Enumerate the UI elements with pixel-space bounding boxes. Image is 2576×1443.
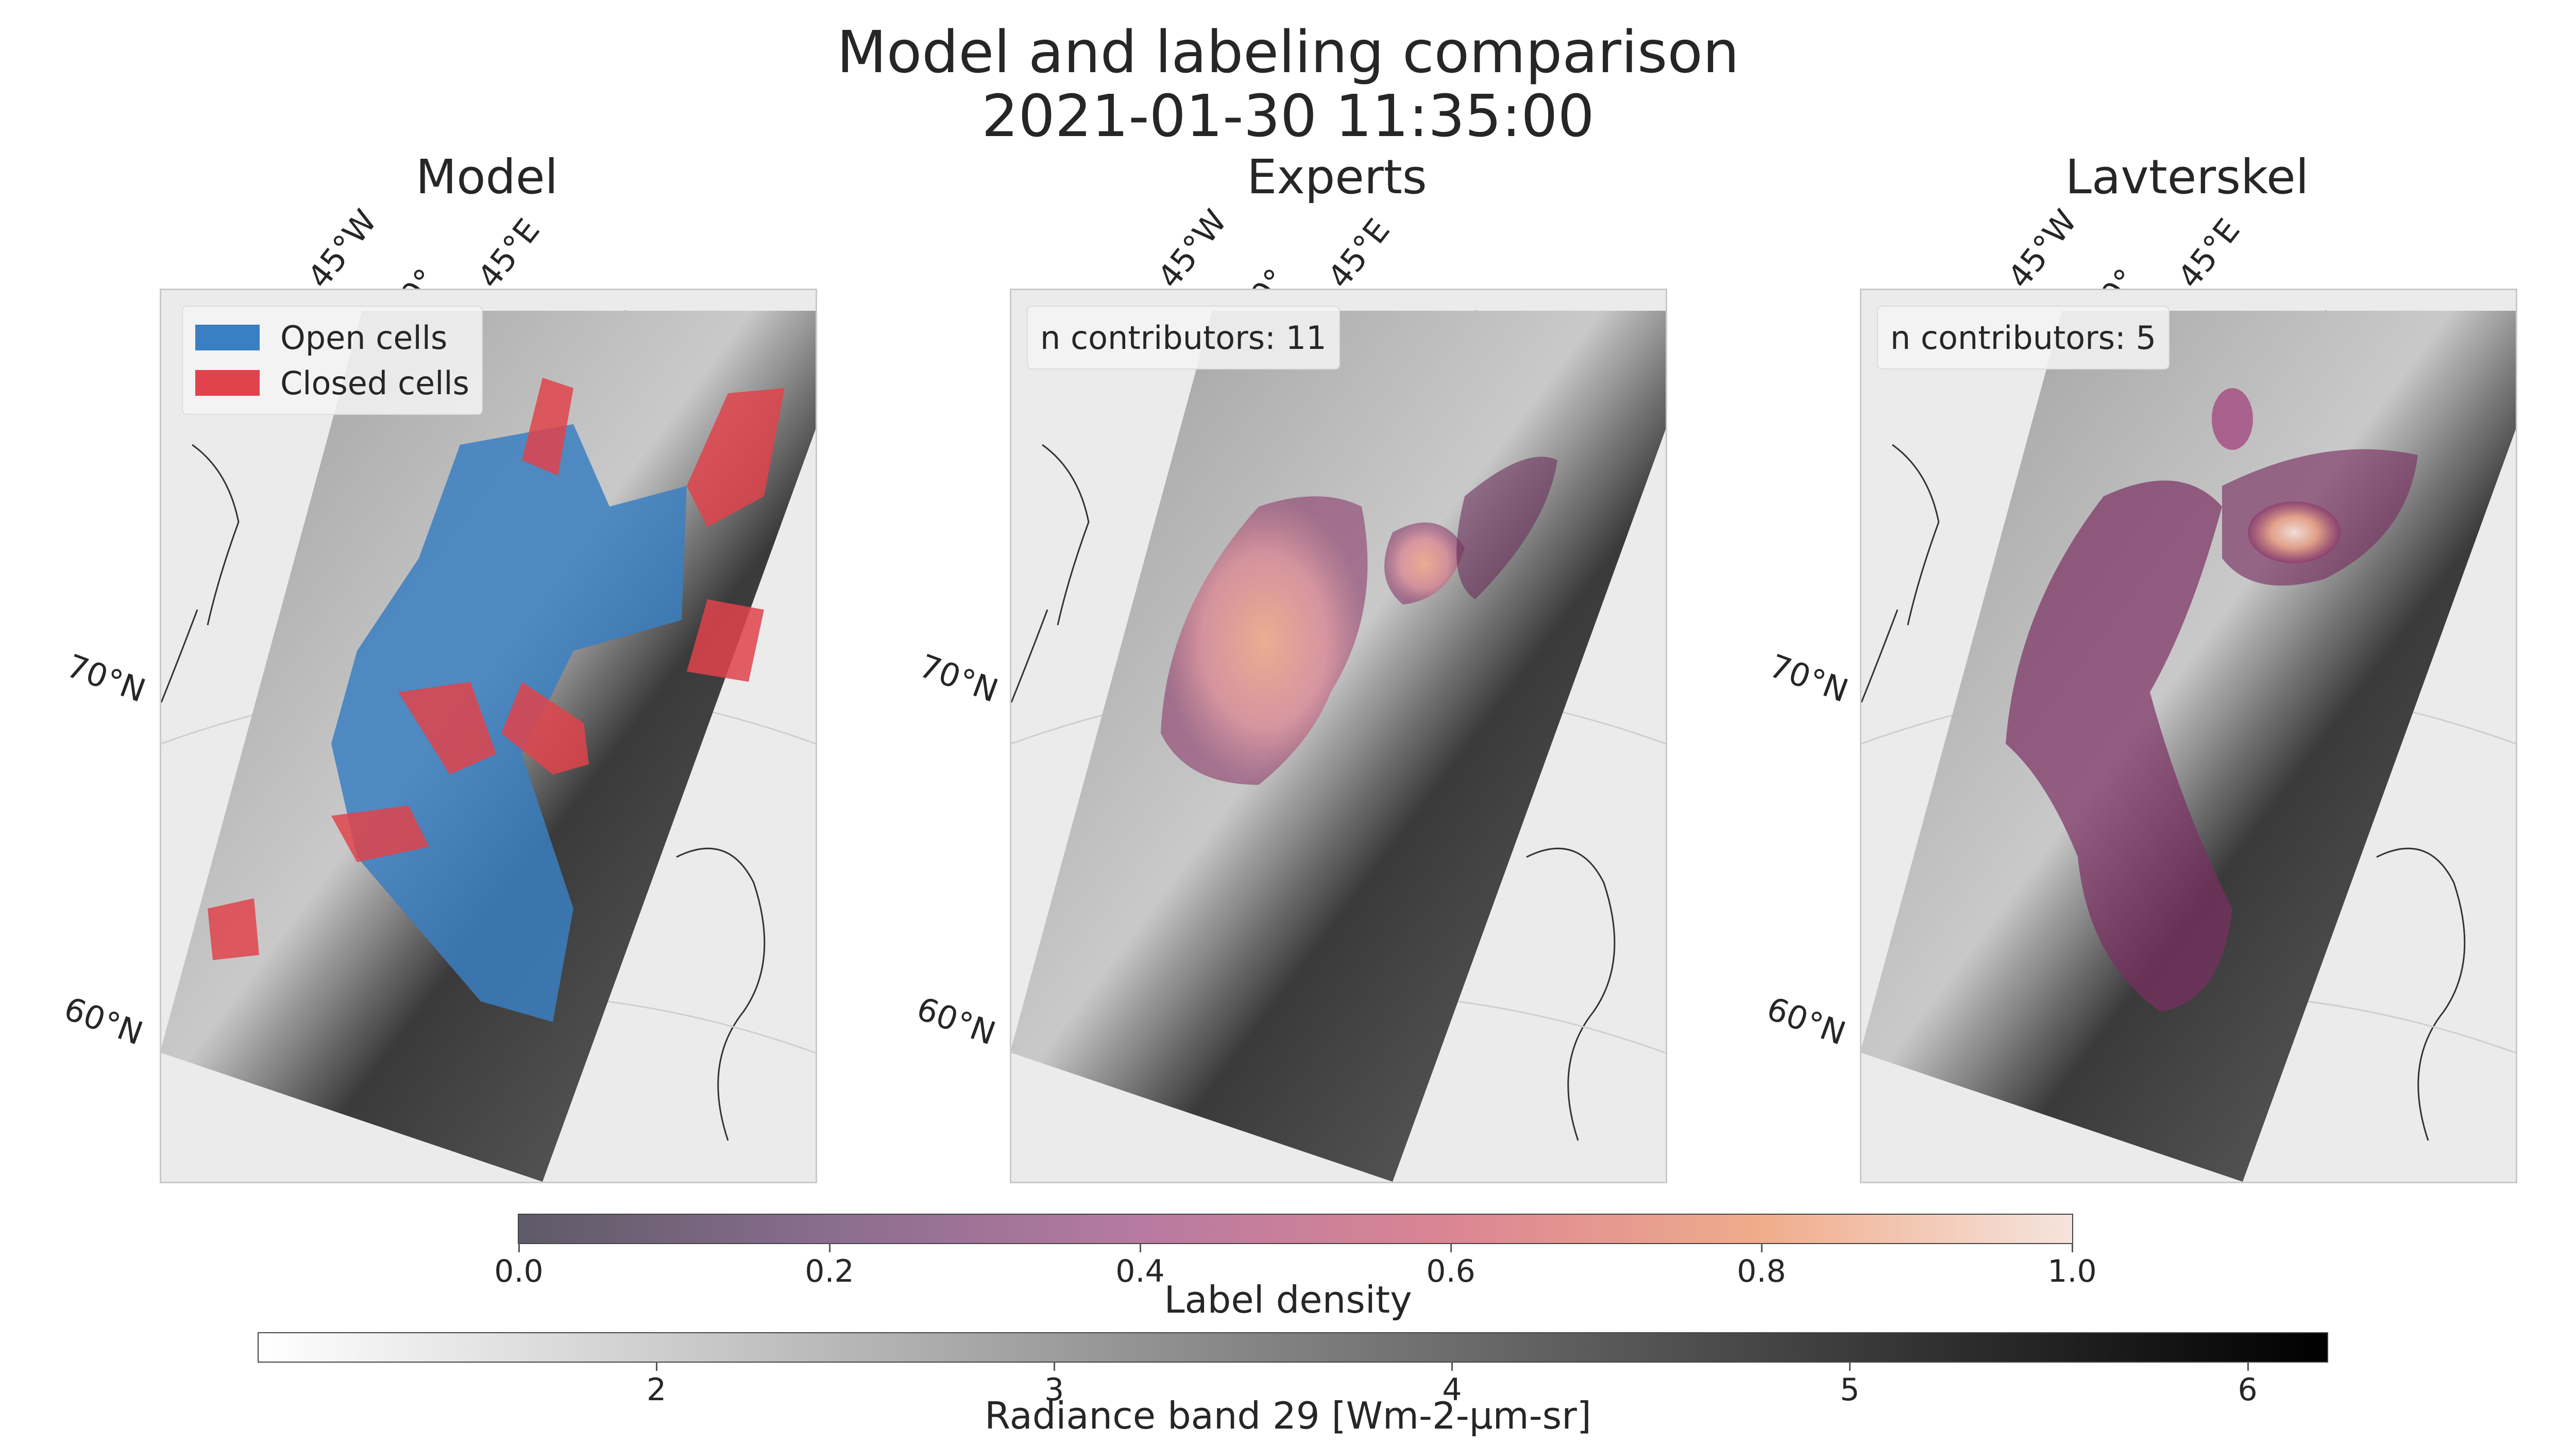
label-density-region <box>1456 457 1557 599</box>
coastline <box>161 444 240 703</box>
panel-title-model: Model <box>415 149 558 205</box>
satellite-swath <box>1861 311 2516 1182</box>
figure-title-line1: Model and labeling comparison <box>837 19 1739 86</box>
closed-cells-region <box>501 682 589 775</box>
label-density-peak <box>2248 501 2341 563</box>
lat-label-60n: 60°N <box>59 989 148 1053</box>
label-density-region <box>2212 388 2253 450</box>
colorbar-tick-label: 0.8 <box>1737 1253 1786 1289</box>
annotation-box: n contributors: 5 <box>1877 306 2170 370</box>
colorbar-tick-mark <box>1450 1243 1452 1252</box>
lon-label-45e: 45°E <box>470 211 547 295</box>
colorbar-tick-label: 0.2 <box>805 1253 854 1289</box>
closed-cells-region <box>522 378 573 476</box>
label-density-region <box>1384 522 1465 605</box>
colorbar-label-density <box>518 1214 2073 1244</box>
colorbar-tick-mark <box>1761 1243 1762 1252</box>
colorbar-radiance <box>258 1332 2328 1363</box>
colorbar-tick-mark <box>1451 1362 1453 1371</box>
lat-label-60n: 60°N <box>1762 989 1851 1053</box>
map-panel-experts: n contributors: 11 <box>1010 289 1667 1183</box>
panel-title-experts: Experts <box>1247 149 1427 205</box>
colorbar-label-density-title: Label density <box>1164 1278 1412 1321</box>
colorbar-tick-label: 0.0 <box>494 1253 544 1289</box>
colorbar-tick-label: 5 <box>1840 1372 1860 1408</box>
colorbar-tick-mark <box>656 1362 658 1371</box>
colorbar-tick-mark <box>1140 1243 1141 1252</box>
map-panel-lavterskel: n contributors: 5 <box>1860 289 2517 1183</box>
panel-title-lavterskel: Lavterskel <box>2065 149 2309 205</box>
colorbar-tick-mark <box>829 1243 831 1252</box>
legend-swatch <box>195 325 260 350</box>
coastline <box>1861 444 1940 703</box>
lon-label-45e: 45°E <box>2170 211 2247 295</box>
colorbar-tick-mark <box>518 1243 520 1252</box>
satellite-swath <box>1011 311 1666 1182</box>
colorbar-tick-mark <box>2247 1362 2249 1371</box>
lat-label-70n: 70°N <box>62 647 150 710</box>
lon-label-45w: 45°W <box>2000 203 2084 295</box>
colorbar-tick-label: 2 <box>647 1372 667 1408</box>
map-panel-model: Open cells Closed cells <box>160 289 817 1183</box>
legend: Open cells Closed cells <box>182 306 483 415</box>
label-density-region <box>1161 496 1368 785</box>
annotation-box: n contributors: 11 <box>1027 306 1340 370</box>
n-contributors-label: n contributors: 5 <box>1890 318 2157 357</box>
colorbar-tick-mark <box>2072 1243 2073 1252</box>
map-model <box>161 310 816 1182</box>
legend-item-closed-cells: Closed cells <box>195 360 469 406</box>
label-density-region <box>2006 480 2232 1012</box>
closed-cells-region <box>398 682 496 775</box>
colorbar-tick-label: 6 <box>2238 1372 2258 1408</box>
colorbar-tick-label: 1.0 <box>2047 1253 2097 1289</box>
colorbar-tick-label: 0.6 <box>1426 1253 1476 1289</box>
map-experts <box>1011 310 1666 1182</box>
coastline <box>1011 444 1090 703</box>
lat-label-70n: 70°N <box>1765 647 1853 710</box>
lon-label-45w: 45°W <box>300 203 384 295</box>
legend-label: Open cells <box>280 318 448 357</box>
colorbar-tick-mark <box>1849 1362 1851 1371</box>
lat-label-70n: 70°N <box>914 647 1003 710</box>
figure-title-line2: 2021-01-30 11:35:00 <box>981 83 1595 150</box>
legend-item-open-cells: Open cells <box>195 315 469 360</box>
colorbar-radiance-title: Radiance band 29 [Wm-2-µm-sr] <box>985 1394 1591 1437</box>
lat-label-60n: 60°N <box>912 989 1001 1053</box>
map-lavterskel <box>1861 310 2516 1182</box>
n-contributors-label: n contributors: 11 <box>1040 318 1327 357</box>
colorbar-tick-label: 4 <box>1442 1372 1462 1408</box>
legend-swatch <box>195 370 260 396</box>
closed-cells-region <box>331 806 429 862</box>
closed-cells-region <box>687 599 764 682</box>
legend-label: Closed cells <box>280 364 469 402</box>
colorbar-tick-mark <box>1054 1362 1056 1371</box>
lon-label-45e: 45°E <box>1320 211 1397 295</box>
closed-cells-region <box>208 898 259 960</box>
colorbar-tick-label: 3 <box>1044 1372 1064 1408</box>
colorbar-tick-label: 0.4 <box>1115 1253 1165 1289</box>
closed-cells-region <box>687 388 785 527</box>
lon-label-45w: 45°W <box>1150 203 1234 295</box>
